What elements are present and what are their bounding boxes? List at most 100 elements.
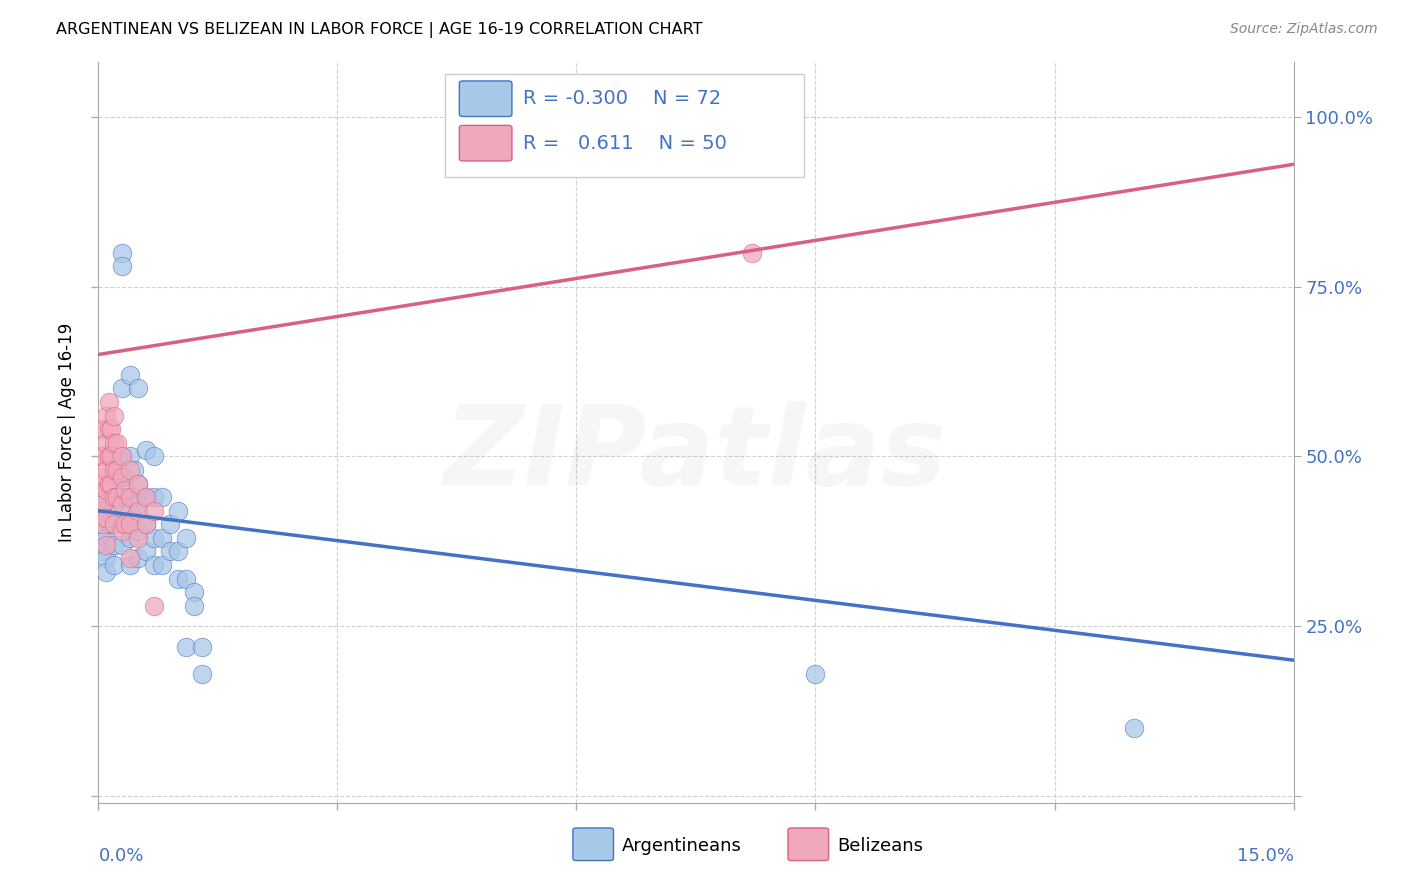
Text: R = -0.300    N = 72: R = -0.300 N = 72 (523, 89, 721, 108)
Point (1123, 721, 1146, 735)
Point (91, 450, 114, 464)
Point (120, 490, 142, 504)
Point (107, 469, 129, 483)
Point (111, 245, 134, 260)
Point (174, 572, 197, 586)
Point (103, 558, 125, 572)
Point (124, 490, 146, 504)
Point (135, 517, 157, 532)
Point (97, 476, 120, 491)
Text: 0.0%: 0.0% (98, 847, 143, 865)
Point (143, 490, 166, 504)
Point (96, 409, 118, 423)
Point (127, 476, 149, 491)
Point (120, 551, 142, 566)
Point (96, 538, 118, 552)
Point (103, 538, 125, 552)
Point (103, 517, 125, 532)
Point (105, 463, 128, 477)
Text: Argentineans: Argentineans (621, 838, 742, 855)
Point (111, 382, 134, 396)
Point (91, 469, 114, 483)
Point (111, 538, 134, 552)
FancyBboxPatch shape (787, 828, 828, 861)
Point (91, 422, 114, 436)
Point (159, 544, 181, 558)
Point (143, 450, 166, 464)
Point (105, 435, 128, 450)
Point (167, 572, 190, 586)
Point (120, 450, 142, 464)
Point (111, 469, 134, 483)
Point (98, 497, 122, 511)
Point (111, 450, 134, 464)
Point (103, 517, 125, 532)
Point (91, 544, 114, 558)
Point (174, 640, 197, 654)
Point (143, 558, 166, 572)
Point (150, 490, 173, 504)
Point (127, 382, 149, 396)
Text: R =   0.611    N = 50: R = 0.611 N = 50 (523, 134, 727, 153)
Point (135, 442, 157, 457)
Point (143, 504, 166, 518)
Point (150, 531, 173, 545)
Point (103, 490, 125, 504)
Point (96, 510, 118, 524)
Point (115, 469, 138, 483)
Point (115, 490, 138, 504)
Point (127, 504, 149, 518)
Point (96, 531, 118, 545)
Point (120, 517, 142, 532)
Point (127, 476, 149, 491)
Point (97, 450, 120, 464)
Point (111, 517, 134, 532)
Point (96, 490, 118, 504)
Point (741, 245, 763, 260)
Point (91, 524, 114, 538)
Point (127, 524, 149, 538)
Point (191, 666, 214, 681)
Point (111, 524, 134, 538)
Point (135, 544, 157, 558)
Point (98, 517, 122, 532)
Point (103, 435, 125, 450)
Point (150, 558, 173, 572)
FancyBboxPatch shape (446, 73, 804, 178)
Point (143, 599, 166, 613)
Point (127, 551, 149, 566)
Point (91, 517, 114, 532)
Point (127, 497, 149, 511)
Point (120, 558, 142, 572)
Point (103, 476, 125, 491)
Point (135, 490, 157, 504)
Point (135, 490, 157, 504)
Text: ARGENTINEAN VS BELIZEAN IN LABOR FORCE | AGE 16-19 CORRELATION CHART: ARGENTINEAN VS BELIZEAN IN LABOR FORCE |… (56, 22, 703, 38)
Point (127, 531, 149, 545)
Point (120, 368, 142, 382)
Point (111, 259, 134, 273)
Text: 15.0%: 15.0% (1236, 847, 1294, 865)
Text: Belizeans: Belizeans (837, 838, 922, 855)
Point (124, 463, 146, 477)
Point (103, 497, 125, 511)
Text: Source: ZipAtlas.com: Source: ZipAtlas.com (1230, 22, 1378, 37)
Point (97, 422, 120, 436)
Point (114, 483, 136, 498)
Point (135, 517, 157, 532)
Point (685, 130, 707, 145)
FancyBboxPatch shape (460, 81, 512, 117)
Point (96, 510, 118, 524)
Point (143, 531, 166, 545)
Point (120, 531, 142, 545)
Point (191, 640, 214, 654)
Point (111, 450, 134, 464)
Point (103, 463, 125, 477)
FancyBboxPatch shape (572, 828, 613, 861)
Point (111, 490, 134, 504)
Y-axis label: In Labor Force | Age 16-19: In Labor Force | Age 16-19 (58, 323, 76, 542)
Point (105, 490, 128, 504)
Point (90, 450, 112, 464)
Point (98, 476, 122, 491)
Text: ZIPatlas: ZIPatlas (444, 401, 948, 508)
